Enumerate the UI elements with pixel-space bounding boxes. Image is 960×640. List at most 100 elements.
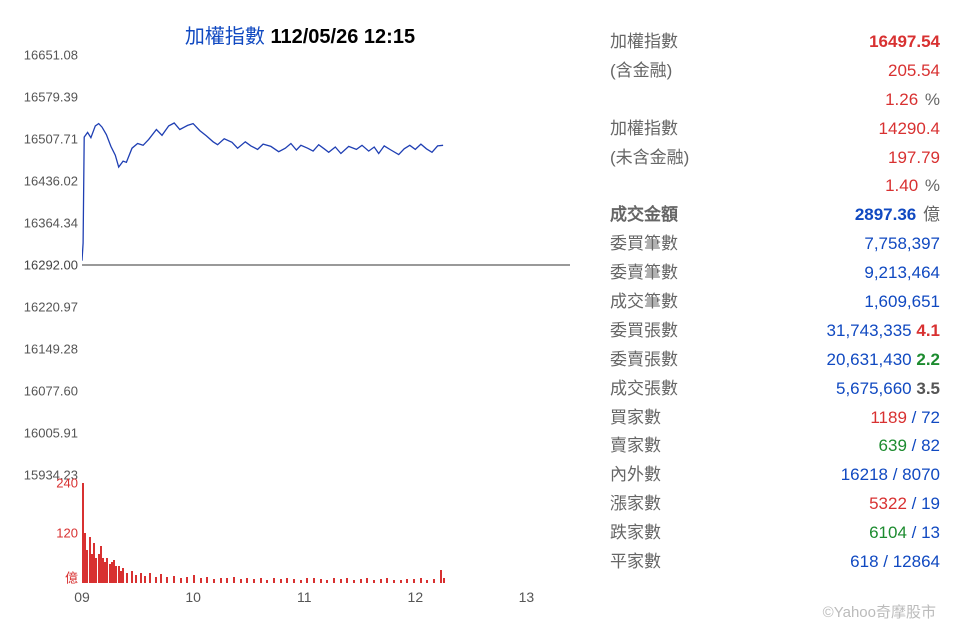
stat-label: 成交筆數 xyxy=(610,288,710,317)
stat-row: 賣家數639 / 82 xyxy=(610,432,940,461)
volume-bar xyxy=(166,577,168,583)
volume-bar xyxy=(440,570,442,583)
stat-row: 委賣筆數9,213,464 xyxy=(610,259,940,288)
stat-label: 加權指數 xyxy=(610,115,710,144)
volume-bar xyxy=(200,578,202,583)
price-ylabel: 16292.00 xyxy=(24,258,82,273)
stat-value: 9,213,464 xyxy=(710,259,940,288)
volume-ylabel: 240 xyxy=(56,476,82,491)
x-axis-label: 09 xyxy=(74,589,90,605)
stat-row: 委買張數31,743,335 4.1 xyxy=(610,317,940,346)
stat-label: 委賣張數 xyxy=(610,346,710,375)
volume-bar xyxy=(155,577,157,583)
volume-bar xyxy=(380,579,382,583)
volume-bar xyxy=(373,580,375,583)
price-ylabel: 16651.08 xyxy=(24,48,82,63)
price-chart: 16651.0816579.3916507.7116436.0216364.34… xyxy=(82,55,590,475)
stat-label: 成交金額 xyxy=(610,201,710,230)
stat-value: 5,675,660 3.5 xyxy=(710,375,940,404)
volume-bar xyxy=(149,573,151,583)
volume-bar xyxy=(193,575,195,583)
volume-bar xyxy=(406,579,408,583)
volume-bar xyxy=(366,578,368,583)
volume-bar xyxy=(426,580,428,583)
price-ylabel: 16220.97 xyxy=(24,300,82,315)
stat-value: 1189 / 72 xyxy=(710,404,940,433)
price-ylabel: 16507.71 xyxy=(24,132,82,147)
stat-label: 跌家數 xyxy=(610,519,710,548)
volume-bar xyxy=(180,578,182,583)
stat-label: 成交張數 xyxy=(610,375,710,404)
volume-bar xyxy=(353,580,355,583)
stat-label: 買家數 xyxy=(610,404,710,433)
stat-row: 委賣張數20,631,430 2.2 xyxy=(610,346,940,375)
volume-bar xyxy=(140,573,142,583)
stat-value: 31,743,335 4.1 xyxy=(710,317,940,346)
stat-value: 1,609,651 xyxy=(710,288,940,317)
volume-bar xyxy=(293,579,295,583)
x-axis-label: 13 xyxy=(519,589,535,605)
stat-value: 7,758,397 xyxy=(710,230,940,259)
stat-label: 漲家數 xyxy=(610,490,710,519)
x-axis-label: 10 xyxy=(185,589,201,605)
x-axis-label: 12 xyxy=(408,589,424,605)
volume-bar xyxy=(360,579,362,583)
volume-bar xyxy=(122,568,124,583)
volume-bar xyxy=(253,579,255,583)
stat-label: 加權指數 xyxy=(610,28,710,57)
stat-row: 1.40 % xyxy=(610,172,940,201)
volume-bar xyxy=(306,578,308,583)
price-ylabel: 16364.34 xyxy=(24,216,82,231)
stat-value: 5322 / 19 xyxy=(710,490,940,519)
stat-value: 14290.4 xyxy=(710,115,940,144)
volume-bar xyxy=(273,578,275,583)
price-ylabel: 16579.39 xyxy=(24,90,82,105)
stat-row: 買家數1189 / 72 xyxy=(610,404,940,433)
volume-bar xyxy=(420,578,422,583)
price-ylabel: 16077.60 xyxy=(24,384,82,399)
stat-row: (含金融)205.54 xyxy=(610,57,940,86)
price-ylabel: 16005.91 xyxy=(24,426,82,441)
volume-bar xyxy=(386,578,388,583)
volume-bar xyxy=(300,580,302,583)
stat-label: 委買張數 xyxy=(610,317,710,346)
volume-bar xyxy=(173,576,175,584)
stat-label: (含金融) xyxy=(610,57,710,86)
stat-row: 委買筆數7,758,397 xyxy=(610,230,940,259)
volume-bar xyxy=(135,575,137,583)
stat-label: 賣家數 xyxy=(610,432,710,461)
stat-label: 委賣筆數 xyxy=(610,259,710,288)
stat-label xyxy=(610,172,710,201)
stat-value: 205.54 xyxy=(710,57,940,86)
volume-bar xyxy=(400,580,402,583)
volume-bar xyxy=(326,580,328,583)
volume-bar xyxy=(233,577,235,583)
stat-row: 漲家數5322 / 19 xyxy=(610,490,940,519)
volume-bar xyxy=(186,577,188,583)
volume-bar xyxy=(443,578,445,583)
stat-label: 平家數 xyxy=(610,548,710,577)
chart-panel: 加權指數 112/05/26 12:15 16651.0816579.39165… xyxy=(0,0,600,640)
volume-bar xyxy=(220,578,222,583)
volume-bar xyxy=(286,578,288,583)
watermark: ©Yahoo奇摩股市 xyxy=(823,601,936,622)
stat-value: 1.40 % xyxy=(710,172,940,201)
volume-bar xyxy=(413,579,415,583)
stat-row: 成交張數5,675,660 3.5 xyxy=(610,375,940,404)
stat-value: 1.26 % xyxy=(710,86,940,115)
stat-row: 成交金額2897.36 億 xyxy=(610,201,940,230)
volume-bar xyxy=(144,576,146,584)
stat-row: 平家數618 / 12864 xyxy=(610,548,940,577)
volume-bar xyxy=(393,580,395,583)
volume-bar xyxy=(206,577,208,583)
stat-row: 1.26 % xyxy=(610,86,940,115)
volume-bar xyxy=(246,578,248,583)
stat-value: 639 / 82 xyxy=(710,432,940,461)
stat-row: 內外數16218 / 8070 xyxy=(610,461,940,490)
stat-value: 197.79 xyxy=(710,144,940,173)
volume-bar xyxy=(160,574,162,583)
stat-value: 6104 / 13 xyxy=(710,519,940,548)
stat-label: 委買筆數 xyxy=(610,230,710,259)
chart-title: 加權指數 112/05/26 12:15 xyxy=(10,20,590,49)
volume-bar xyxy=(240,579,242,583)
